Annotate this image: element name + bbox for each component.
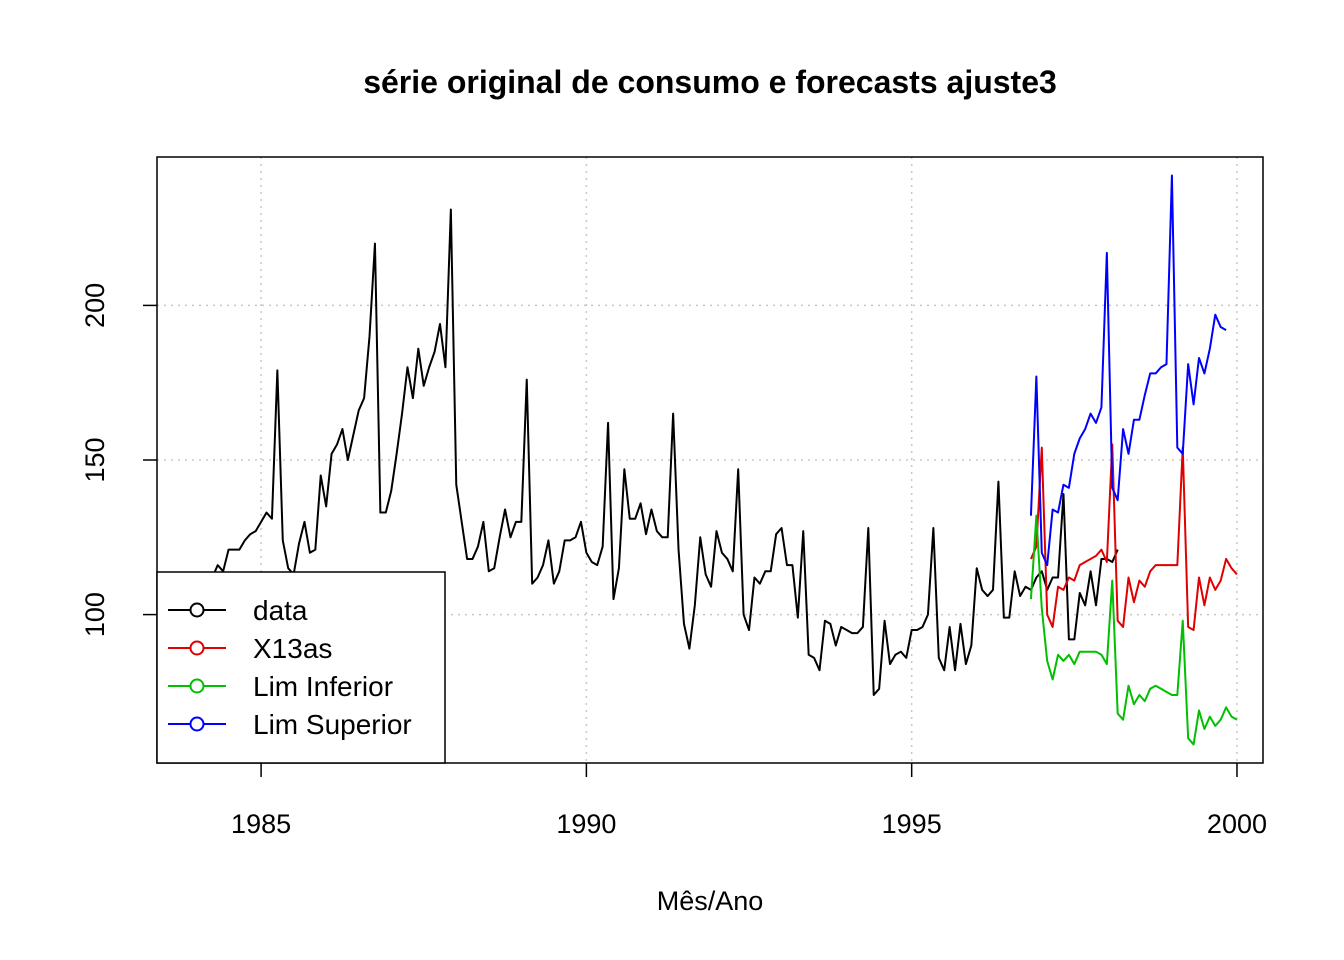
- x-tick-label-2: 1995: [882, 809, 942, 839]
- legend-label-x13as: X13as: [253, 633, 332, 664]
- legend: data X13as Lim Inferior Lim Superior: [156, 571, 446, 764]
- x-tick-label-3: 2000: [1207, 809, 1267, 839]
- x-tick-label-1: 1990: [556, 809, 616, 839]
- y-axis: 100 150 200: [80, 283, 157, 637]
- x-axis-label: Mês/Ano: [657, 886, 764, 916]
- x-axis: 1985 1990 1995 2000: [231, 763, 1267, 839]
- series-line-lim-inferior: [1029, 514, 1238, 746]
- legend-box: [156, 571, 446, 764]
- series-line-lim-superior: [1029, 174, 1227, 567]
- chart-title: série original de consumo e forecasts aj…: [363, 64, 1057, 100]
- y-tick-label-2: 200: [80, 283, 110, 328]
- y-tick-label-1: 150: [80, 437, 110, 482]
- x-tick-label-0: 1985: [231, 809, 291, 839]
- legend-marker-lim-superior: [189, 716, 205, 732]
- legend-marker-x13as: [189, 640, 205, 656]
- legend-marker-lim-inferior: [189, 678, 205, 694]
- series-layer: [195, 174, 1238, 746]
- series-line-x13as: [1030, 443, 1238, 632]
- legend-label-data: data: [253, 595, 308, 626]
- y-tick-label-0: 100: [80, 592, 110, 637]
- legend-label-lim-inferior: Lim Inferior: [253, 671, 393, 702]
- legend-marker-data: [189, 602, 205, 618]
- legend-label-lim-superior: Lim Superior: [253, 709, 412, 740]
- series-line-data: [195, 208, 1119, 696]
